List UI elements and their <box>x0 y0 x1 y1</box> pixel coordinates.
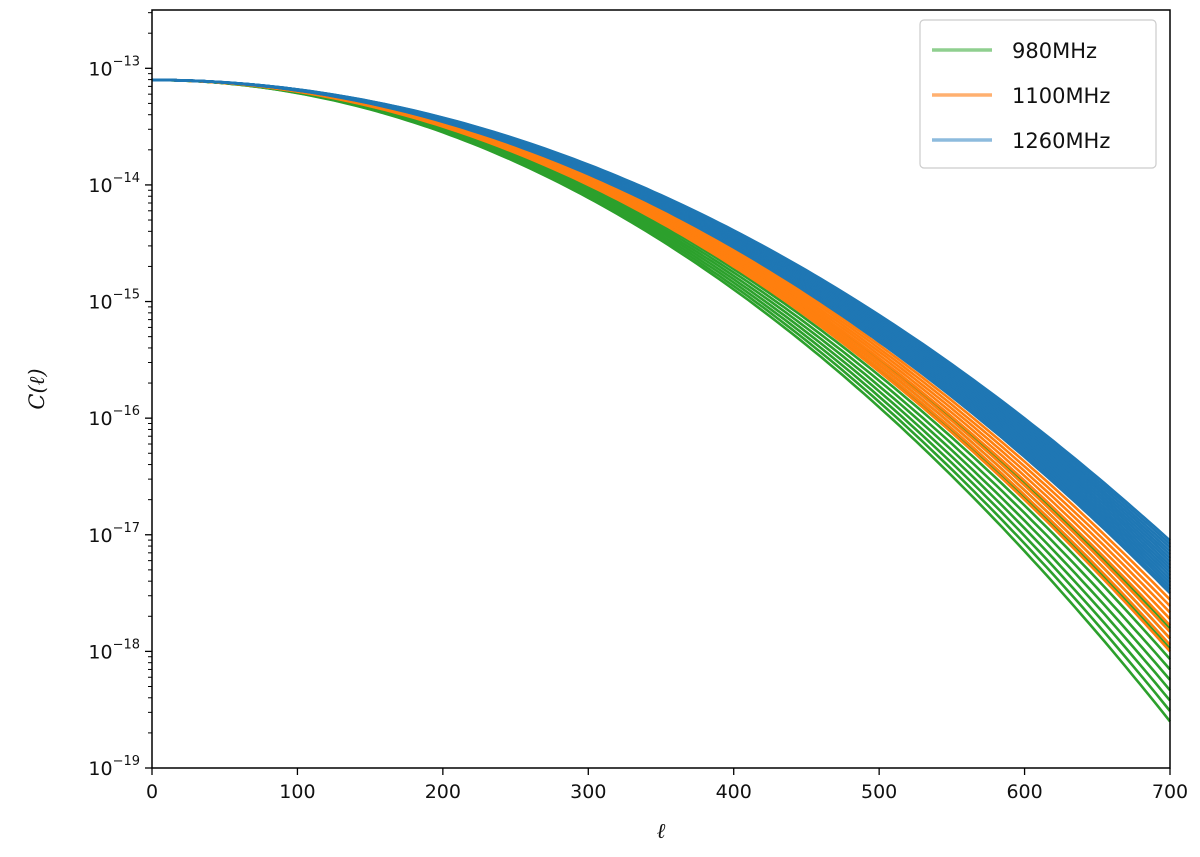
x-tick-label: 100 <box>279 781 315 803</box>
y-tick-label: 10−13 <box>88 54 140 80</box>
series-line <box>152 78 1171 542</box>
x-axis-label: ℓ <box>657 819 666 843</box>
series-line <box>152 78 1171 681</box>
x-axis: 0 100 200 300 400 500 600 700 <box>146 768 1188 803</box>
legend-box <box>919 19 1157 169</box>
y-tick-label: 10−14 <box>88 171 140 197</box>
x-tick-label: 400 <box>716 781 752 803</box>
y-tick-label: 10−18 <box>88 637 140 663</box>
y-tick-label: 10−15 <box>88 288 140 314</box>
y-tick-label: 10−17 <box>88 521 140 547</box>
series-1260MHz <box>152 78 1171 595</box>
x-tick-label: 300 <box>570 781 606 803</box>
y-axis: 10−19 10−18 10−17 10−16 10−15 10−14 10−13 <box>88 12 152 780</box>
series-980MHz <box>152 78 1172 723</box>
x-tick-label: 700 <box>1152 781 1188 803</box>
y-axis-label: C(ℓ) <box>25 368 49 409</box>
legend-label: 1260MHz <box>1012 129 1110 153</box>
series-line <box>152 78 1172 712</box>
y-tick-label: 10−16 <box>88 404 140 430</box>
x-tick-label: 200 <box>425 781 461 803</box>
x-tick-label: 600 <box>1006 781 1042 803</box>
series-line <box>152 78 1171 692</box>
legend-label: 1100MHz <box>1012 84 1110 108</box>
series-line <box>152 78 1172 702</box>
plot-frame <box>151 9 1171 769</box>
x-tick-label: 500 <box>861 781 897 803</box>
curves-layer <box>152 78 1172 723</box>
legend: 980MHz 1100MHz 1260MHz <box>919 19 1157 169</box>
x-tick-label: 0 <box>146 781 158 803</box>
legend-label: 980MHz <box>1012 39 1097 63</box>
y-tick-label: 10−19 <box>88 754 140 780</box>
series-line <box>152 78 1172 723</box>
